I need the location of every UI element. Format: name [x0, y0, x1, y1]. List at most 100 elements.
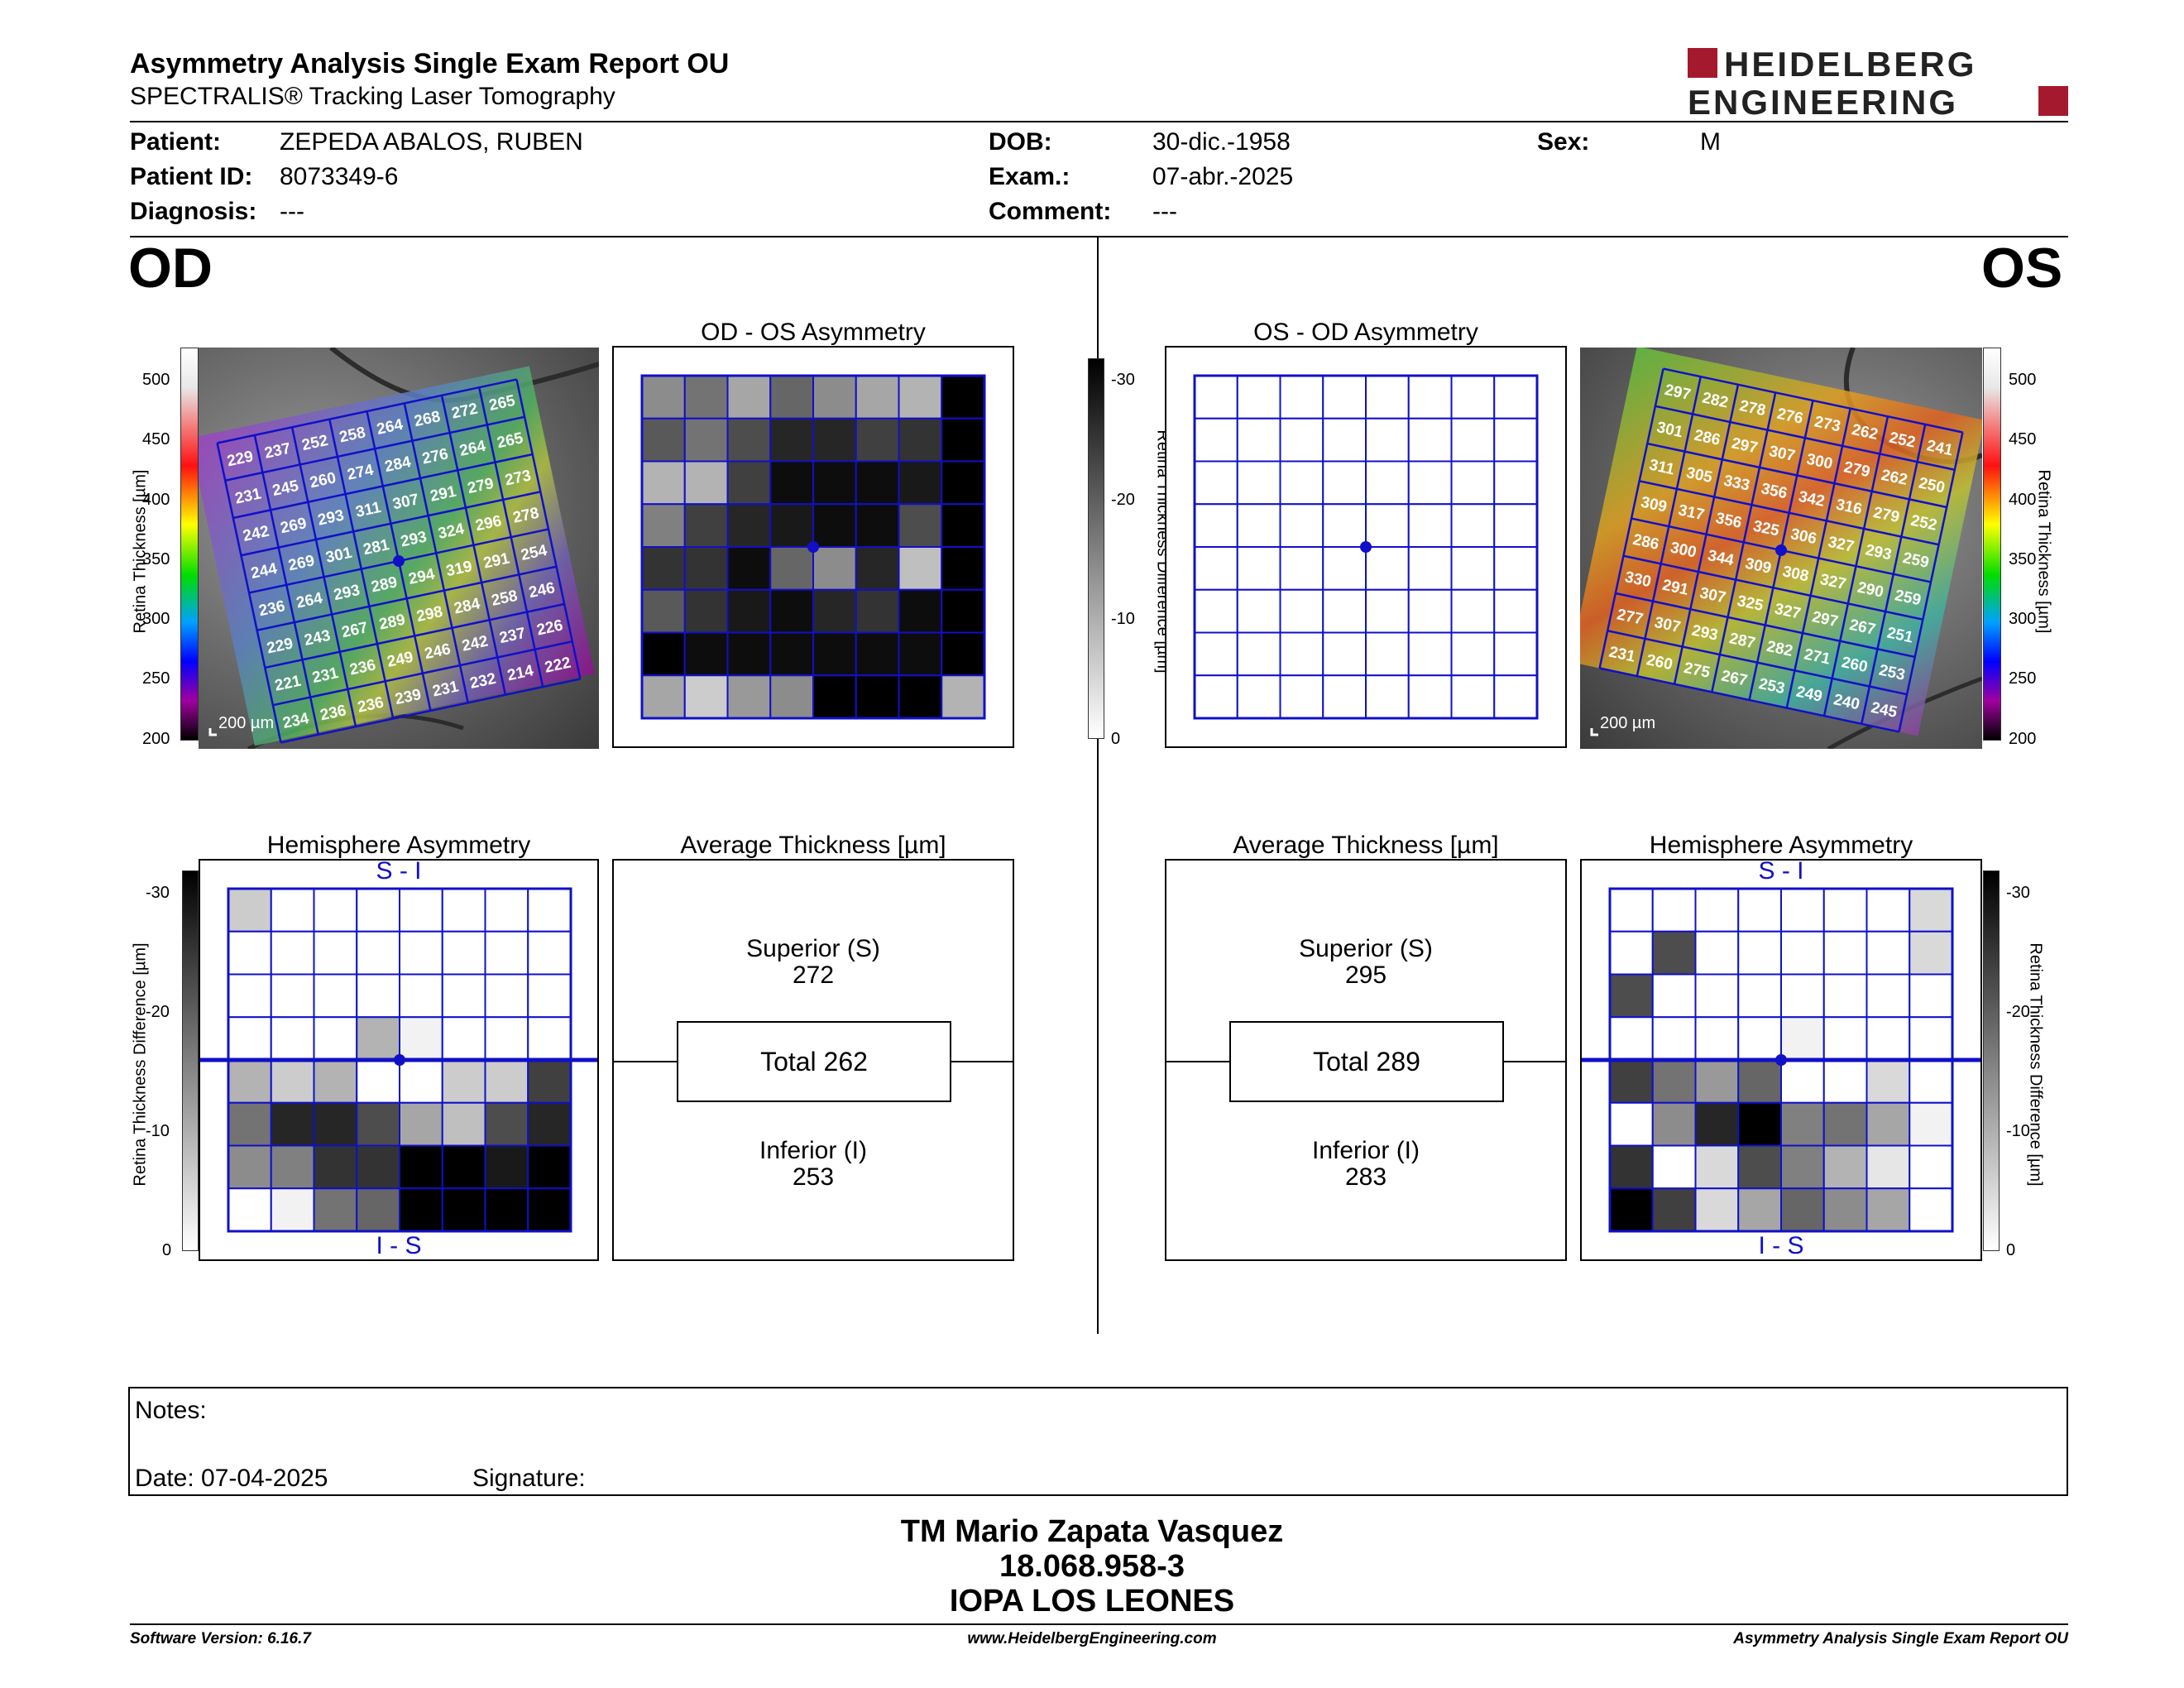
logo-line2: ENGINEERING [1688, 83, 1958, 117]
od-hemi-cell [484, 1016, 529, 1061]
os-hemi-cell [1822, 930, 1868, 976]
os-hemi-cell [1737, 1101, 1782, 1147]
od-asym-cell [726, 674, 772, 719]
od-asym-cell [769, 546, 814, 591]
od-label: OD [128, 237, 213, 300]
od-asym-cell [855, 546, 900, 591]
od-asym-cell [898, 503, 943, 548]
os-hemi-cell [1909, 1187, 1953, 1232]
od-hemi-cell [527, 888, 572, 933]
od-asym-cell [726, 588, 772, 634]
od-hemi-cell [527, 1187, 572, 1232]
os-asym-cell [1236, 503, 1281, 548]
os-asym-border [1193, 374, 1539, 720]
os-hemi-cell [1651, 930, 1697, 976]
od-hemi-cell [270, 1016, 315, 1061]
os-asym-cell [1279, 546, 1324, 591]
os-asym-cell [1365, 503, 1410, 548]
os-thick-tick: 400 [2009, 491, 2037, 509]
os-hemi-cell [1866, 1101, 1911, 1147]
od-asym-cell [812, 460, 857, 506]
os-asym-cell [1493, 674, 1538, 719]
os-asym-cell [1450, 546, 1496, 591]
od-hemi-cell [399, 973, 443, 1019]
os-asym-cell [1407, 546, 1453, 591]
od-asymmetry-panel [612, 346, 1014, 748]
os-asym-cell [1322, 460, 1367, 506]
os-total-box: Total 289 [1229, 1021, 1504, 1102]
os-hemi-title: Hemisphere Asymmetry [1649, 832, 1913, 859]
od-asym-cell [941, 417, 985, 463]
od-asym-cell [683, 588, 729, 634]
os-hemi-cell [1694, 888, 1740, 933]
od-hemi-cell [441, 1187, 486, 1232]
os-hemi-cell [1651, 1101, 1697, 1147]
od-asym-cell [898, 375, 943, 420]
os-asym-cell [1450, 375, 1496, 420]
os-asym-cell [1493, 631, 1538, 677]
os-hemi-axis-label: Retina Thickness Difference [µm] [2026, 942, 2045, 1187]
od-hemi-cell [270, 888, 315, 933]
od-hemi-cell [313, 1144, 358, 1190]
od-asym-cell [898, 460, 943, 506]
od-hemi-cell [356, 1101, 400, 1147]
od-total-value: Total 262 [760, 1047, 868, 1077]
signature-label: Signature: [472, 1465, 586, 1492]
signer-name: TM Mario Zapata Vasquez [900, 1514, 1284, 1549]
os-thickness-gridline [1607, 630, 1908, 696]
os-hemi-cell [1866, 1144, 1911, 1190]
od-hemi-cell [228, 1101, 272, 1147]
os-asym-cell [1194, 417, 1238, 463]
od-asym-cell [641, 588, 686, 634]
od-hemi-cell [527, 1016, 572, 1061]
od-asym-cell [769, 375, 814, 420]
header-rule [130, 121, 2068, 122]
os-hemi-cell [1694, 1144, 1740, 1190]
od-hemi-tick: 0 [162, 1241, 172, 1259]
os-hemi-cell [1609, 930, 1654, 976]
od-asym-cell [941, 546, 985, 591]
od-hemi-cell [441, 930, 486, 976]
diagnosis-value: --- [280, 198, 304, 225]
os-thickness-gridline [1861, 424, 1927, 725]
os-hemi-cell [1780, 1016, 1825, 1061]
os-average-panel: Superior (S) 295 Total 289 Inferior (I) … [1165, 859, 1567, 1261]
od-hemi-cell [484, 973, 529, 1019]
od-asym-cell [683, 503, 729, 548]
os-thick-tick: 250 [2009, 669, 2037, 688]
od-asym-cell [641, 417, 686, 463]
os-thickness-gridline [1623, 554, 1923, 621]
od-hemi-cell [399, 1016, 443, 1061]
od-asym-cell [941, 588, 985, 634]
os-asym-cell [1407, 674, 1453, 719]
od-hemi-cell [484, 1187, 529, 1232]
notes-box[interactable]: Notes: Date: 07-04-2025 Signature: [128, 1387, 2068, 1496]
os-inf-value: 283 [1344, 1163, 1387, 1191]
os-asym-cell [1279, 460, 1324, 506]
od-hemi-cell [441, 1016, 486, 1061]
os-thickness-gridline [1898, 432, 1964, 732]
os-hemi-cell [1909, 1016, 1953, 1061]
os-asym-cell [1407, 588, 1453, 634]
od-average-panel: Superior (S) 272 Total 262 Inferior (I) … [612, 859, 1014, 1261]
comment-label: Comment: [989, 198, 1112, 225]
od-hemi-cell [399, 930, 443, 976]
os-asym-cell [1493, 460, 1538, 506]
os-asym-cell [1236, 674, 1281, 719]
od-hemi-cell [356, 930, 400, 976]
report-subtitle: SPECTRALIS® Tracking Laser Tomography [130, 83, 615, 110]
website-url[interactable]: www.HeidelbergEngineering.com [967, 1630, 1217, 1647]
os-asym-cell [1322, 375, 1367, 420]
od-hemi-cell [313, 973, 358, 1019]
os-asym-cell [1236, 460, 1281, 506]
od-hemi-cell [356, 1187, 400, 1232]
os-hemi-cell [1822, 888, 1868, 933]
od-hemi-cell [270, 930, 315, 976]
od-hemisphere-panel [199, 859, 599, 1261]
od-thickness-gridline [403, 403, 469, 703]
od-asym-cell [855, 417, 900, 463]
os-thickness-gridline [1599, 667, 1899, 733]
center-diff-tick: 0 [1111, 730, 1121, 748]
os-asym-cell [1194, 674, 1238, 719]
od-asym-cell [769, 503, 814, 548]
